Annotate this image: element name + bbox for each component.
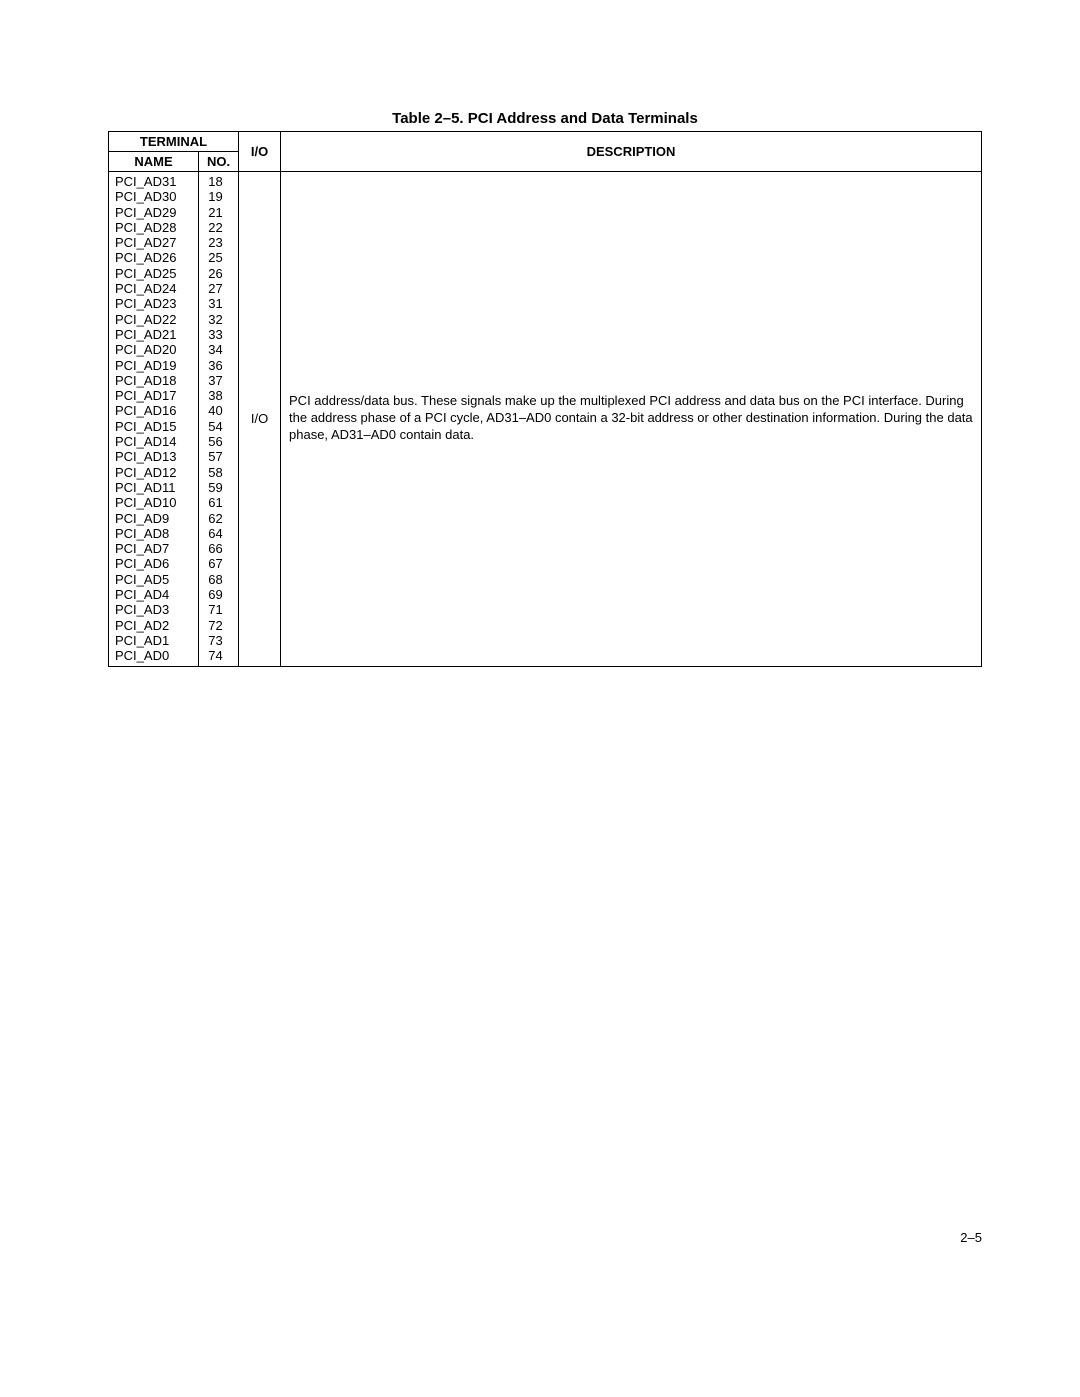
terminal-no: 67 — [199, 556, 232, 571]
terminal-name: PCI_AD26 — [115, 250, 192, 265]
terminal-no: 26 — [199, 266, 232, 281]
table-row: PCI_AD31PCI_AD30PCI_AD29PCI_AD28PCI_AD27… — [109, 172, 982, 667]
table-title: Table 2–5. PCI Address and Data Terminal… — [108, 110, 982, 127]
terminal-name: PCI_AD7 — [115, 541, 192, 556]
terminal-name: PCI_AD5 — [115, 572, 192, 587]
terminal-no: 69 — [199, 587, 232, 602]
terminal-name: PCI_AD19 — [115, 358, 192, 373]
header-terminal: TERMINAL — [109, 132, 239, 152]
terminal-no: 64 — [199, 526, 232, 541]
terminal-name: PCI_AD27 — [115, 235, 192, 250]
terminal-name: PCI_AD4 — [115, 587, 192, 602]
terminal-name: PCI_AD21 — [115, 327, 192, 342]
terminal-name: PCI_AD3 — [115, 602, 192, 617]
terminal-name: PCI_AD29 — [115, 205, 192, 220]
terminal-name: PCI_AD10 — [115, 495, 192, 510]
terminal-no: 38 — [199, 388, 232, 403]
terminal-no: 57 — [199, 449, 232, 464]
terminal-no: 31 — [199, 296, 232, 311]
page-number: 2–5 — [960, 1230, 982, 1245]
terminal-no: 58 — [199, 465, 232, 480]
terminal-no: 61 — [199, 495, 232, 510]
terminal-name: PCI_AD20 — [115, 342, 192, 357]
terminal-no: 56 — [199, 434, 232, 449]
terminal-no: 19 — [199, 189, 232, 204]
terminal-no-list: 1819212223252627313233343637384054565758… — [199, 174, 232, 664]
terminal-no: 74 — [199, 648, 232, 663]
terminal-name: PCI_AD31 — [115, 174, 192, 189]
terminal-no: 18 — [199, 174, 232, 189]
terminal-name: PCI_AD14 — [115, 434, 192, 449]
terminal-name: PCI_AD0 — [115, 648, 192, 663]
terminal-name: PCI_AD6 — [115, 556, 192, 571]
terminal-name: PCI_AD15 — [115, 419, 192, 434]
terminal-name: PCI_AD25 — [115, 266, 192, 281]
terminal-name: PCI_AD12 — [115, 465, 192, 480]
terminal-no: 34 — [199, 342, 232, 357]
terminal-no: 73 — [199, 633, 232, 648]
terminal-no: 62 — [199, 511, 232, 526]
terminal-no: 37 — [199, 373, 232, 388]
terminal-name: PCI_AD2 — [115, 618, 192, 633]
terminal-no: 54 — [199, 419, 232, 434]
terminal-no: 22 — [199, 220, 232, 235]
terminal-no: 25 — [199, 250, 232, 265]
terminal-no: 36 — [199, 358, 232, 373]
terminal-name: PCI_AD8 — [115, 526, 192, 541]
terminal-no: 21 — [199, 205, 232, 220]
description-text: PCI address/data bus. These signals make… — [281, 172, 982, 667]
terminal-name: PCI_AD9 — [115, 511, 192, 526]
terminal-no: 59 — [199, 480, 232, 495]
terminal-name: PCI_AD1 — [115, 633, 192, 648]
terminal-name: PCI_AD11 — [115, 480, 192, 495]
terminal-name: PCI_AD17 — [115, 388, 192, 403]
terminal-name: PCI_AD13 — [115, 449, 192, 464]
header-no: NO. — [199, 152, 239, 172]
terminal-no: 40 — [199, 403, 232, 418]
terminal-no: 71 — [199, 602, 232, 617]
header-description: DESCRIPTION — [281, 132, 982, 172]
io-value: I/O — [239, 172, 281, 667]
terminal-no: 23 — [199, 235, 232, 250]
terminal-name: PCI_AD16 — [115, 403, 192, 418]
terminal-no: 27 — [199, 281, 232, 296]
terminal-no: 72 — [199, 618, 232, 633]
terminal-no: 66 — [199, 541, 232, 556]
terminal-name: PCI_AD24 — [115, 281, 192, 296]
terminal-name: PCI_AD30 — [115, 189, 192, 204]
terminal-no: 68 — [199, 572, 232, 587]
header-io: I/O — [239, 132, 281, 172]
terminal-no: 32 — [199, 312, 232, 327]
terminal-name-list: PCI_AD31PCI_AD30PCI_AD29PCI_AD28PCI_AD27… — [115, 174, 192, 664]
header-name: NAME — [109, 152, 199, 172]
terminal-name: PCI_AD23 — [115, 296, 192, 311]
terminal-name: PCI_AD28 — [115, 220, 192, 235]
terminals-table: TERMINAL I/O DESCRIPTION NAME NO. PCI_AD… — [108, 131, 982, 667]
terminal-no: 33 — [199, 327, 232, 342]
terminal-name: PCI_AD18 — [115, 373, 192, 388]
terminal-name: PCI_AD22 — [115, 312, 192, 327]
